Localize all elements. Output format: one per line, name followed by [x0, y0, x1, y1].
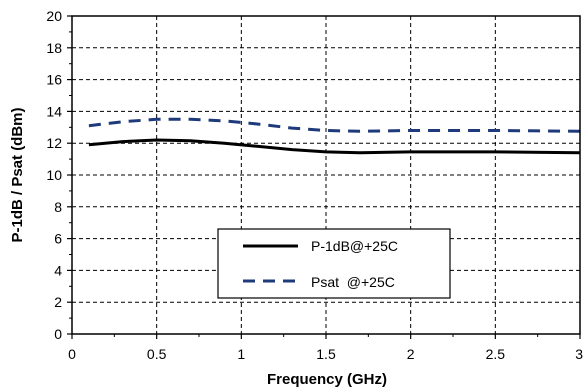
y-tick-label: 4 [54, 262, 62, 278]
y-tick-label: 0 [54, 326, 62, 342]
legend-label-p1db: P-1dB@+25C [311, 238, 398, 254]
legend-label-psat: Psat @+25C [311, 274, 395, 290]
y-tick-label: 12 [46, 135, 62, 151]
series-line-p1db [88, 138, 581, 155]
y-tick-label: 8 [54, 199, 62, 215]
x-tick-label: 3 [575, 346, 583, 362]
grid [72, 16, 580, 334]
x-axis-ticks: 0 0.5 1 1.5 2 2.5 3 [68, 334, 583, 362]
legend-box [217, 228, 451, 299]
x-tick-label: 2 [407, 346, 415, 362]
y-tick-label: 2 [54, 294, 62, 310]
series-layer [88, 117, 581, 155]
plot-frame [71, 15, 581, 335]
y-tick-label: 20 [46, 8, 62, 24]
x-tick-label: 1.5 [316, 346, 336, 362]
x-tick-label: 0.5 [147, 346, 167, 362]
x-axis-label: Frequency (GHz) [267, 371, 387, 388]
y-axis-label: P-1dB / Psat (dBm) [9, 107, 26, 242]
y-tick-label: 16 [46, 72, 62, 88]
x-tick-label: 2.5 [486, 346, 506, 362]
y-tick-label: 10 [46, 167, 62, 183]
y-tick-label: 6 [54, 231, 62, 247]
legend: P-1dB@+25C Psat @+25C [217, 228, 451, 299]
y-tick-label: 18 [46, 40, 62, 56]
y-axis-ticks: 0 2 4 6 8 10 12 14 16 18 20 [46, 8, 72, 342]
series-line-psat [88, 117, 581, 133]
y-tick-label: 14 [46, 103, 62, 119]
x-tick-label: 0 [68, 346, 76, 362]
x-tick-label: 1 [237, 346, 245, 362]
